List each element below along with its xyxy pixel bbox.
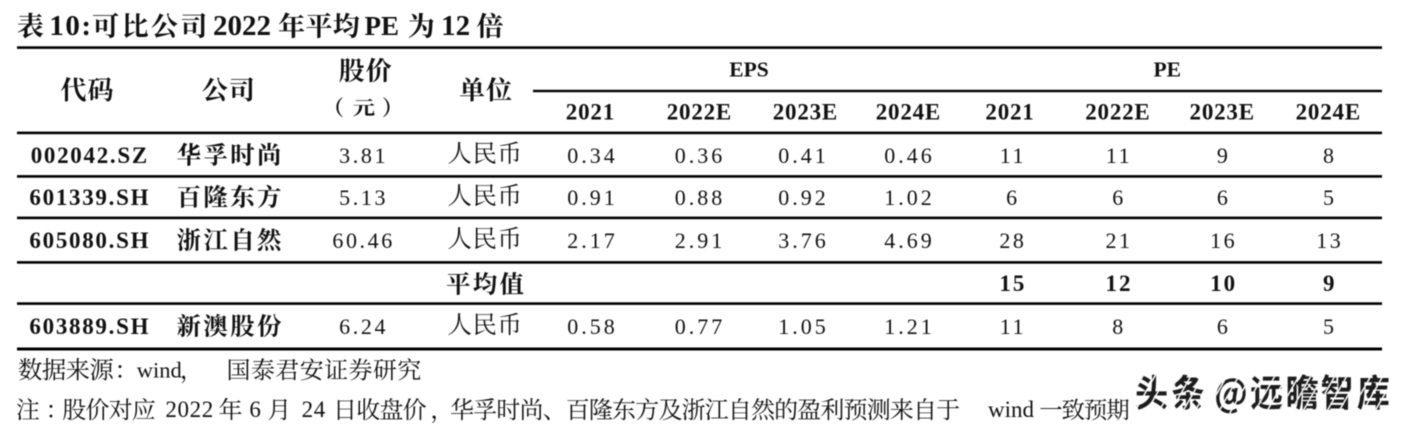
svg-text:6: 6 [1006,185,1020,210]
svg-text:10:: 10: [49,10,92,42]
svg-text:60.46: 60.46 [332,228,395,253]
svg-text:28: 28 [999,228,1026,253]
svg-text:11: 11 [1106,143,1132,168]
svg-text:9: 9 [1323,271,1337,296]
svg-text:12: 12 [1106,271,1133,296]
svg-text:9: 9 [1217,143,1231,168]
svg-text:2022E: 2022E [667,100,732,125]
svg-text:2.17: 2.17 [567,228,618,253]
svg-text:0.36: 0.36 [675,143,726,168]
svg-text:1.02: 1.02 [884,185,935,210]
svg-text:wind: wind [988,397,1035,422]
svg-text:3.76: 3.76 [778,228,829,253]
svg-text:2021: 2021 [985,100,1034,125]
svg-text:13: 13 [1316,228,1343,253]
svg-text:PE: PE [1154,57,1181,81]
svg-text:5: 5 [1323,314,1337,339]
svg-text:16: 16 [1210,228,1237,253]
svg-text:6: 6 [249,397,261,422]
svg-text:0.91: 0.91 [567,185,618,210]
svg-text:0.92: 0.92 [778,185,829,210]
svg-text:6.24: 6.24 [339,314,388,339]
svg-text:12: 12 [441,10,470,42]
svg-text:15: 15 [999,271,1026,296]
svg-text:11: 11 [1000,314,1026,339]
svg-text:2022: 2022 [213,10,271,42]
svg-text:1.21: 1.21 [884,314,935,339]
svg-text:24: 24 [302,397,326,422]
svg-text:0.77: 0.77 [675,314,726,339]
svg-text:0.41: 0.41 [778,143,829,168]
svg-text:11: 11 [1000,143,1026,168]
svg-text:EPS: EPS [729,57,768,81]
svg-text:2.91: 2.91 [675,228,726,253]
svg-text:2023E: 2023E [773,100,838,125]
svg-text:002042.SZ: 002042.SZ [31,143,149,168]
svg-text:4.69: 4.69 [884,228,935,253]
svg-text:6: 6 [1217,314,1231,339]
svg-text:5: 5 [1323,185,1337,210]
svg-text:PE: PE [365,11,400,41]
svg-text:2022E: 2022E [1085,100,1150,125]
svg-text:0.46: 0.46 [884,143,935,168]
svg-text:2023E: 2023E [1190,100,1255,125]
svg-text:wind: wind [137,357,182,382]
svg-text:5.13: 5.13 [339,185,388,210]
svg-text:6: 6 [1112,185,1126,210]
svg-text:21: 21 [1106,228,1133,253]
svg-text:603889.SH: 603889.SH [29,314,150,339]
svg-text:2021: 2021 [566,100,615,125]
svg-text:605080.SH: 605080.SH [29,228,150,253]
svg-text:6: 6 [1217,185,1231,210]
svg-text:1.05: 1.05 [778,314,829,339]
svg-text:0.34: 0.34 [567,143,618,168]
svg-text:2024E: 2024E [876,100,941,125]
svg-text:3.81: 3.81 [339,143,388,168]
svg-text:2022: 2022 [165,397,213,422]
svg-text:8: 8 [1112,314,1126,339]
svg-text:10: 10 [1210,271,1237,296]
svg-text:0.58: 0.58 [567,314,618,339]
svg-text:0.88: 0.88 [675,185,726,210]
svg-text:8: 8 [1323,143,1337,168]
svg-text:601339.SH: 601339.SH [29,185,150,210]
svg-text:2024E: 2024E [1296,100,1361,125]
